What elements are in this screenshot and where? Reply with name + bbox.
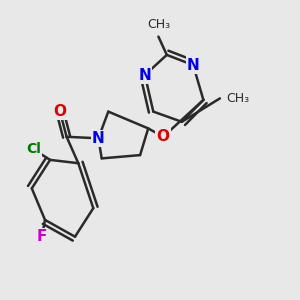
Text: CH₃: CH₃ bbox=[147, 18, 170, 31]
Text: F: F bbox=[37, 229, 47, 244]
Text: N: N bbox=[187, 58, 200, 73]
Text: CH₃: CH₃ bbox=[226, 92, 249, 105]
Text: N: N bbox=[139, 68, 151, 82]
Text: O: O bbox=[53, 104, 67, 119]
Text: N: N bbox=[92, 131, 105, 146]
Text: O: O bbox=[157, 129, 170, 144]
Text: Cl: Cl bbox=[26, 142, 41, 156]
